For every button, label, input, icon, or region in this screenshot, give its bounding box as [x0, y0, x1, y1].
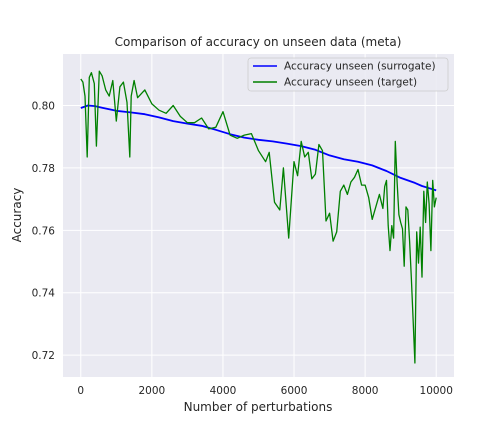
x-tick-label: 2000: [138, 385, 165, 397]
series-layer: [80, 70, 437, 364]
legend-box: [247, 57, 449, 92]
legend-label-target: Accuracy unseen (target): [284, 77, 417, 89]
x-tick-label: 4000: [210, 385, 237, 397]
x-tick-label: 6000: [281, 385, 308, 397]
y-tick-label: 0.72: [32, 350, 55, 362]
chart-title: Comparison of accuracy on unseen data (m…: [115, 35, 402, 49]
plot-background: [63, 54, 454, 377]
y-tick-label: 0.78: [32, 163, 55, 175]
y-tick-label: 0.80: [32, 100, 55, 112]
y-tick-label: 0.74: [32, 288, 56, 300]
tick-labels: 0 2000 4000 6000 8000 10000 0.72 0.74 0.76 0.78 0.…: [32, 100, 453, 397]
series-line-target: [80, 70, 437, 364]
y-tick-label: 0.76: [32, 225, 56, 237]
y-axis-label: Accuracy: [10, 188, 24, 243]
legend: Accuracy unseen (surrogate) Accuracy uns…: [247, 57, 449, 92]
grid: [63, 54, 454, 377]
legend-label-surrogate: Accuracy unseen (surrogate): [284, 61, 436, 73]
x-axis-label: Number of perturbations: [184, 400, 333, 414]
x-tick-label: 0: [77, 385, 84, 397]
x-tick-label: 8000: [352, 385, 379, 397]
x-tick-label: 10000: [420, 385, 453, 397]
